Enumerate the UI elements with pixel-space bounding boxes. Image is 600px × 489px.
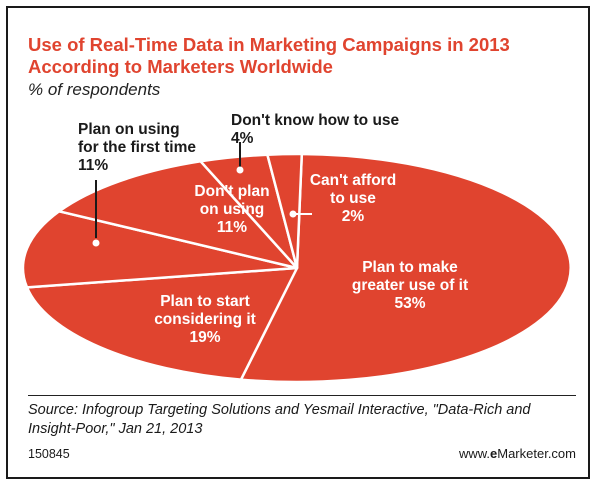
slice-label-line: to use [330,190,376,207]
pie-slice-start-considering [25,266,299,381]
slice-label-line: Plan to start [160,293,250,310]
slice-value-dont-plan: 11% [217,219,247,236]
slice-label-line: for the first time [78,139,196,156]
chart-subtitle: % of respondents [28,80,161,99]
slice-label-dont-know: Don't know how to use 4% [231,112,400,147]
slice-value-dont-know: 4% [231,130,254,147]
label-leader-lines [92,142,312,247]
brand-suffix: Marketer.com [497,446,576,461]
slice-label-first-time: Plan on using for the first time 11% [78,121,196,174]
slice-label-line: considering it [154,311,256,328]
pie-slice-dont-plan [57,160,299,270]
slice-labels: Plan to make greater use of it 53%Plan to … [78,112,468,346]
pie-slices [21,152,572,384]
brand-bold: e [490,446,498,461]
slice-value-cant-afford: 2% [342,208,365,225]
pie-slice-cant-afford [266,152,304,270]
slice-label-line: Don't know how to use [231,112,400,129]
source-note: Source: Infogroup Targeting Solutions an… [28,402,531,437]
pie-slice-first-time [21,210,299,289]
slice-value-greater-use: 53% [394,295,425,312]
slice-label-dont-plan: Don't plan on using 11% [194,183,269,236]
pie-slice-greater-use [239,152,572,384]
slice-label-greater-use: Plan to make greater use of it 53% [352,259,468,312]
slice-label-cant-afford: Can't afford to use 2% [310,172,396,225]
slice-label-line: Can't afford [310,172,396,189]
slice-label-line: Don't plan [194,183,269,200]
leader-dot-dont-know [236,166,244,174]
leader-dot-first-time [92,239,100,247]
slice-label-line: on using [200,201,265,218]
brand-prefix: www. [458,446,491,461]
slice-value-first-time: 11% [78,157,108,174]
slice-label-line: Plan on using [78,121,180,138]
brand-link[interactable]: www.eMarketer.com [459,446,576,461]
source-divider [28,395,576,396]
slice-label-line: Plan to make [362,259,458,276]
slice-label-line: greater use of it [352,277,468,294]
slice-label-start-considering: Plan to start considering it 19% [154,293,256,346]
chart-id: 150845 [28,447,70,461]
chart-title: Use of Real-Time Data in Marketing Campa… [28,34,510,77]
slice-value-start-considering: 19% [189,329,220,346]
